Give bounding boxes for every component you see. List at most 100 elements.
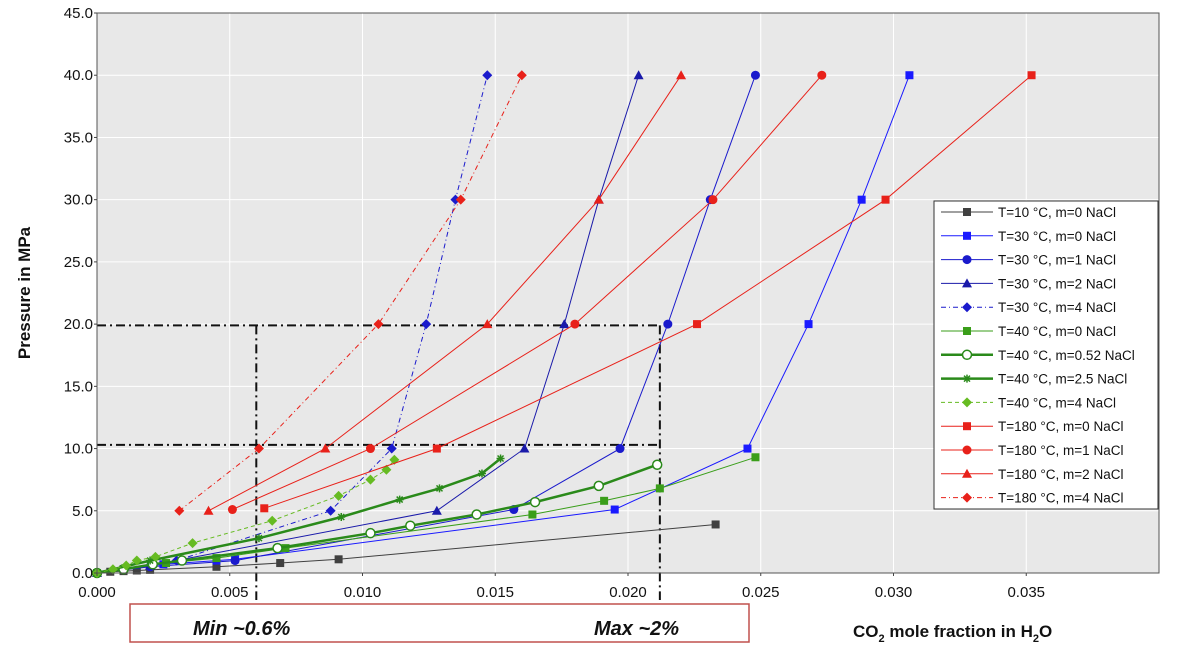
data-point (227, 505, 237, 515)
legend-label: T=30 °C, m=2 NaCl (998, 276, 1116, 291)
data-point (482, 70, 493, 81)
data-point (365, 444, 375, 454)
data-point (272, 542, 283, 554)
data-point (333, 490, 344, 501)
data-point (395, 495, 404, 504)
data-point (450, 194, 461, 205)
data-point (405, 520, 416, 531)
data-point (320, 443, 331, 453)
series-13 (174, 70, 527, 516)
data-point (615, 444, 625, 454)
legend-marker (963, 208, 971, 216)
x-axis-label-end: O (1039, 622, 1052, 641)
legend-item: T=180 °C, m=4 NaCl (941, 491, 1123, 506)
data-point (260, 504, 269, 513)
legend: T=10 °C, m=0 NaCl T=30 °C, m=0 NaCl T=30 °… (941, 205, 1135, 506)
x-axis-label-main: CO (853, 622, 879, 641)
data-point (365, 474, 376, 485)
legend-marker (962, 445, 972, 455)
data-point (253, 443, 264, 454)
x-tick-label: 0.030 (875, 584, 913, 601)
y-tick-label: 15.0 (64, 378, 93, 395)
legend-label: T=30 °C, m=1 NaCl (998, 253, 1116, 268)
x-tick-label: 0.035 (1007, 584, 1045, 601)
data-point (633, 70, 644, 80)
legend-label: T=10 °C, m=0 NaCl (998, 205, 1116, 220)
legend-label: T=40 °C, m=0 NaCl (998, 324, 1116, 339)
data-point (230, 556, 240, 566)
data-point (676, 70, 687, 80)
data-point (421, 319, 432, 330)
annotation-box (129, 603, 750, 643)
x-axis-ticks: 0.000 0.005 0.010 0.015 0.020 0.025 0.030 0.035 (78, 573, 1045, 601)
data-point (1027, 71, 1036, 80)
legend-item: T=40 °C, m=0.52 NaCl (941, 348, 1135, 363)
data-point (471, 509, 482, 520)
data-point (432, 444, 441, 453)
data-point (663, 319, 673, 329)
x-tick-label: 0.015 (476, 584, 514, 601)
data-point (593, 480, 605, 492)
data-point (655, 484, 664, 493)
legend-item: T=30 °C, m=0 NaCl (941, 229, 1116, 244)
data-point (750, 70, 760, 80)
data-point (519, 443, 530, 453)
y-tick-label: 25.0 (64, 254, 93, 271)
data-point (435, 484, 444, 493)
min-annotation: Min ~0.6% (193, 618, 290, 640)
data-point (593, 194, 604, 204)
legend-item: T=40 °C, m=2.5 NaCl (941, 372, 1127, 387)
legend-item: T=30 °C, m=2 NaCl (941, 276, 1116, 291)
legend-label: T=40 °C, m=0.52 NaCl (998, 348, 1135, 363)
data-point (187, 538, 198, 549)
data-point (431, 505, 442, 515)
legend-item: T=40 °C, m=4 NaCl (941, 395, 1116, 410)
legend-marker (962, 278, 972, 288)
legend-item: T=180 °C, m=0 NaCl (941, 419, 1123, 434)
legend-marker (962, 492, 972, 503)
legend-item: T=180 °C, m=1 NaCl (941, 443, 1123, 458)
legend-item: T=40 °C, m=0 NaCl (941, 324, 1116, 339)
data-point (131, 555, 142, 566)
data-point (212, 554, 221, 563)
legend-label: T=180 °C, m=4 NaCl (998, 491, 1123, 506)
legend-marker (961, 349, 973, 361)
legend-marker (962, 302, 972, 313)
data-point (107, 564, 118, 575)
x-axis-label-rest: mole fraction in H (885, 622, 1033, 641)
data-point (528, 510, 537, 519)
legend-item: T=10 °C, m=0 NaCl (941, 205, 1116, 220)
data-point (857, 195, 866, 204)
x-axis-label-sub: 2 (879, 633, 885, 645)
data-point (651, 459, 663, 470)
x-axis-label: CO2 mole fraction in H2O (853, 622, 1052, 645)
x-tick-label: 0.010 (344, 584, 382, 601)
y-tick-label: 35.0 (64, 129, 93, 146)
data-point (529, 496, 541, 508)
data-point (254, 534, 263, 543)
data-point (276, 559, 285, 568)
data-point (132, 566, 141, 575)
series-line (178, 74, 523, 512)
legend-marker (962, 255, 972, 265)
data-point (751, 453, 760, 462)
data-point (559, 319, 570, 329)
x-tick-label: 0.005 (211, 584, 249, 601)
legend-label: T=180 °C, m=1 NaCl (998, 443, 1123, 458)
data-point (176, 555, 188, 566)
y-tick-label: 0.0 (72, 565, 93, 582)
legend-label: T=30 °C, m=4 NaCl (998, 300, 1116, 315)
data-point (455, 194, 466, 205)
legend-marker (962, 468, 972, 478)
data-point (743, 444, 752, 453)
y-axis-ticks: 0.0 5.0 10.0 15.0 20.0 25.0 30.0 35.0 40.0 45.0 (64, 5, 97, 582)
x-tick-label: 0.025 (742, 584, 780, 601)
data-point (817, 70, 827, 80)
data-point (203, 505, 214, 515)
y-tick-label: 40.0 (64, 67, 93, 84)
legend-label: T=180 °C, m=0 NaCl (998, 419, 1123, 434)
series-11 (227, 70, 827, 515)
series-line (96, 457, 502, 575)
